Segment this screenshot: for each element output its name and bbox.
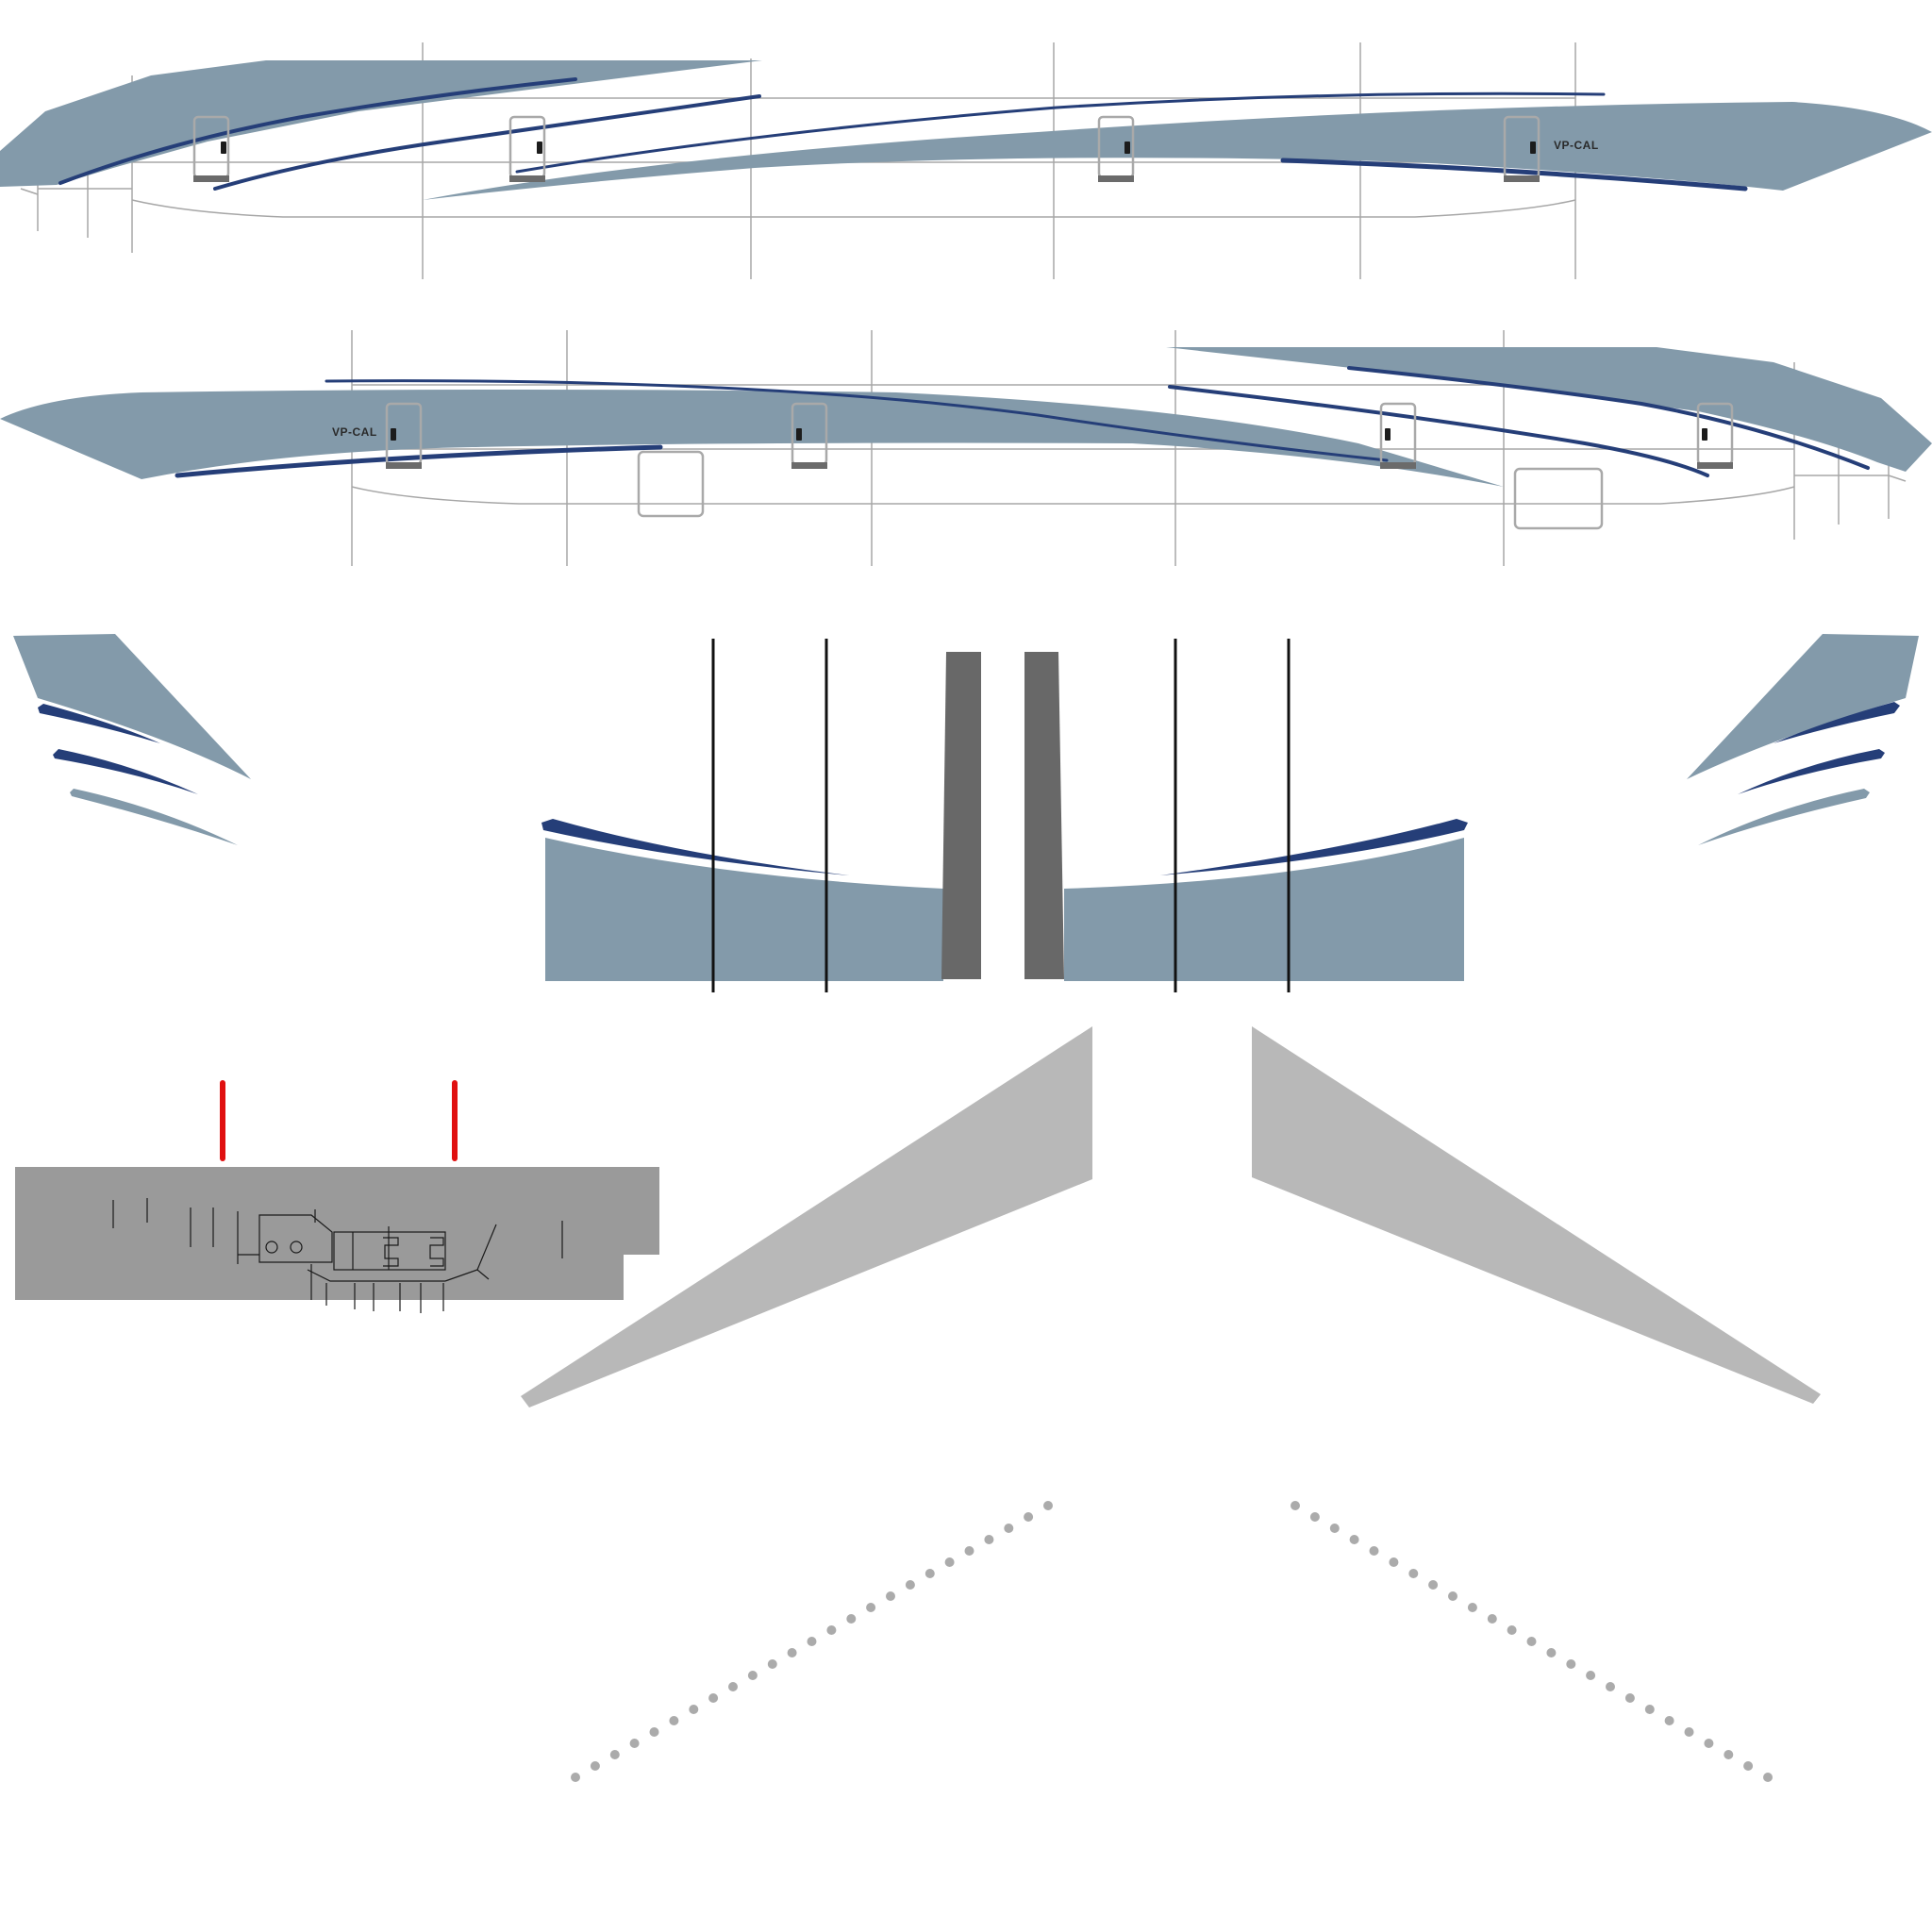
rivet-dot (1724, 1750, 1734, 1759)
rivet-dot (886, 1591, 895, 1601)
rivet-dot (1309, 1512, 1320, 1522)
door-handle (221, 142, 226, 154)
wing-right (1252, 1026, 1821, 1404)
rivet-dot (649, 1727, 659, 1737)
rivet-dot (1329, 1524, 1340, 1533)
door-1 (385, 402, 423, 469)
rivet-dot (1467, 1603, 1477, 1612)
horizontal-stabilizer-left (13, 634, 251, 845)
rivet-dot (1428, 1580, 1439, 1590)
door-3 (1097, 115, 1135, 182)
rivet-dot (767, 1659, 777, 1669)
door-4 (1503, 115, 1541, 182)
rivet-row-right (1291, 1501, 1773, 1782)
registration-mark-right: VP-CAL (332, 425, 377, 439)
door-2 (508, 115, 546, 182)
rivet-dot (1566, 1659, 1576, 1669)
door-handle (796, 428, 802, 441)
rivet-dot (866, 1603, 876, 1612)
door-handle (1702, 428, 1707, 441)
fuselage-right-livery-aft (1166, 347, 1932, 472)
fuselage-left-livery-upper (0, 60, 762, 187)
wing-left (521, 1026, 1092, 1407)
tail-cone-frame-lines (711, 639, 1291, 992)
rivet-dot (1763, 1773, 1773, 1782)
rivet-dot (1291, 1501, 1300, 1510)
tail-panel-linework (112, 1198, 563, 1313)
rivet-dot (1743, 1761, 1754, 1771)
rivet-dot (1349, 1535, 1359, 1544)
door-handle (1385, 428, 1391, 441)
rivet-dot (1004, 1524, 1014, 1533)
registration-mark-left: VP-CAL (1554, 139, 1599, 152)
horizontal-stabilizer-right (1687, 634, 1919, 845)
fuselage-right-doors (385, 402, 1734, 469)
rivet-dot (689, 1705, 699, 1714)
rivet-dot (1546, 1648, 1557, 1657)
fuselage-left-livery-aft (423, 102, 1932, 200)
fuselage-left-side: VP-CAL (0, 42, 1932, 279)
rivet-dot (629, 1739, 640, 1748)
rivet-dot (1586, 1671, 1596, 1680)
rivet-dot (1606, 1682, 1615, 1691)
rivet-dot (1664, 1716, 1674, 1725)
fuselage-right-livery-forward (0, 390, 1504, 487)
rivet-dot (905, 1580, 915, 1590)
rivet-dot (1526, 1637, 1537, 1646)
rivet-dot (964, 1546, 974, 1556)
door-handle (1530, 142, 1536, 154)
door-handle (391, 428, 396, 441)
rivet-dot (747, 1671, 758, 1680)
door-handle (1124, 142, 1130, 154)
rivet-dot (787, 1648, 797, 1657)
tail-cone-upper (541, 639, 1468, 992)
rivet-dot (1684, 1727, 1694, 1737)
rivet-dot (669, 1716, 679, 1725)
rivet-dot (1644, 1705, 1655, 1714)
rivet-dot (1487, 1614, 1497, 1624)
vertical-fin-root (941, 652, 1064, 979)
door-1 (192, 115, 230, 182)
rivet-dot (826, 1625, 837, 1635)
rivet-dot (924, 1569, 935, 1578)
rivet-dot (1408, 1569, 1419, 1578)
rivet-dot (590, 1761, 600, 1771)
rivet-dot (1024, 1512, 1034, 1522)
rivet-dot (807, 1637, 817, 1646)
fuselage-right-stripes (175, 366, 1870, 478)
rivet-dot (609, 1750, 620, 1759)
rivet-dot (728, 1682, 738, 1691)
rivet-dot (944, 1557, 955, 1567)
rivet-dot (1507, 1625, 1517, 1635)
rivet-dot (1704, 1739, 1714, 1748)
door-handle (537, 142, 542, 154)
rivet-dot (846, 1614, 857, 1624)
rivet-dot (708, 1693, 719, 1703)
fuselage-left-doors (192, 115, 1541, 182)
rivet-dot (571, 1773, 580, 1782)
fuselage-left-stripes (58, 77, 1748, 192)
rivet-dot (1624, 1693, 1635, 1703)
rivet-dot (1448, 1591, 1457, 1601)
tail-panel-strip (15, 1080, 659, 1313)
cargo-hatch-1 (637, 450, 705, 518)
rivet-dot (1043, 1501, 1053, 1510)
door-3 (1379, 402, 1417, 469)
rivet-dot (1369, 1546, 1379, 1556)
rivet-row-left (571, 1501, 1053, 1782)
door-2 (791, 402, 828, 469)
rivet-dot (1389, 1557, 1399, 1567)
rivet-dot (984, 1535, 994, 1544)
cargo-hatch-2 (1513, 467, 1604, 530)
door-4 (1696, 402, 1734, 469)
fuselage-right-side: VP-CAL (0, 330, 1932, 566)
